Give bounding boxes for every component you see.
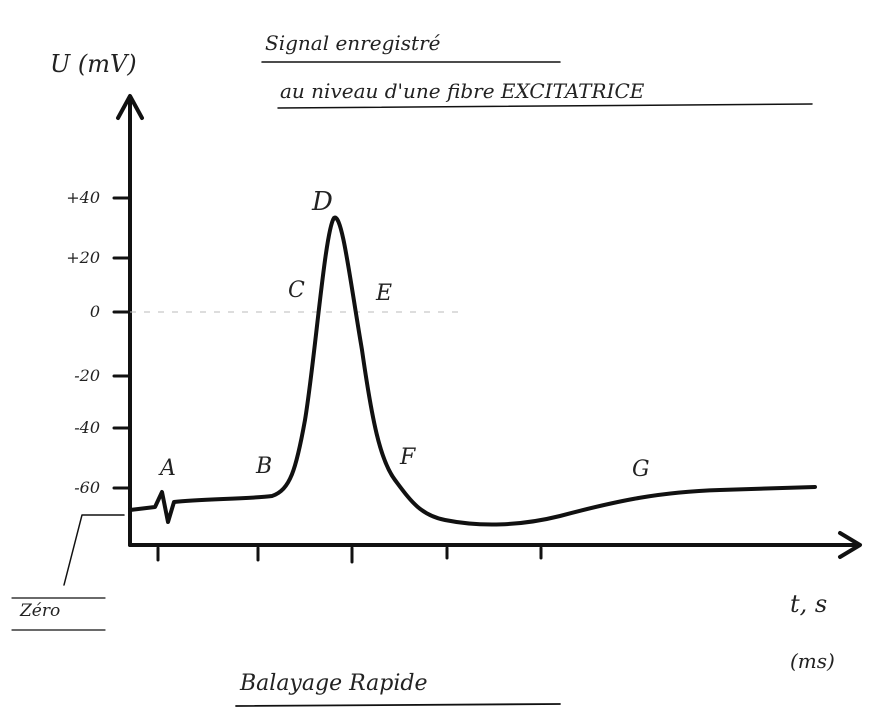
- point-label: F: [399, 445, 416, 470]
- page: Signal enregistré au niveau d'une fibre …: [0, 0, 869, 720]
- diagram: Signal enregistré au niveau d'une fibre …: [0, 0, 869, 720]
- point-label: D: [311, 187, 333, 217]
- title-line: au niveau d'une fibre EXCITATRICE: [280, 79, 645, 103]
- callout-label: Zéro: [19, 601, 60, 621]
- y-tick-label: +20: [66, 248, 100, 267]
- footer: Balayage Rapide: [239, 671, 427, 696]
- y-tick-label: -40: [74, 418, 100, 437]
- x-ticks: [158, 548, 541, 562]
- callout-line: [64, 515, 124, 585]
- y-tick-label: +40: [66, 188, 100, 207]
- x-axis-unit: (ms): [790, 649, 835, 673]
- y-axis-label: U (mV): [50, 50, 137, 78]
- point-label: G: [632, 457, 650, 482]
- point-label: E: [375, 281, 392, 306]
- title-line: Signal enregistré: [265, 31, 441, 55]
- underline: [278, 104, 812, 108]
- y-tick-label: 0: [90, 302, 100, 321]
- point-label: A: [158, 456, 176, 481]
- underline: [236, 704, 560, 706]
- y-tick-label: -20: [74, 366, 100, 385]
- action-potential-curve: [130, 218, 815, 525]
- x-axis-label: t, s: [790, 590, 827, 618]
- point-label: C: [288, 278, 305, 303]
- y-tick-label: -60: [74, 478, 100, 497]
- point-label: B: [255, 454, 272, 479]
